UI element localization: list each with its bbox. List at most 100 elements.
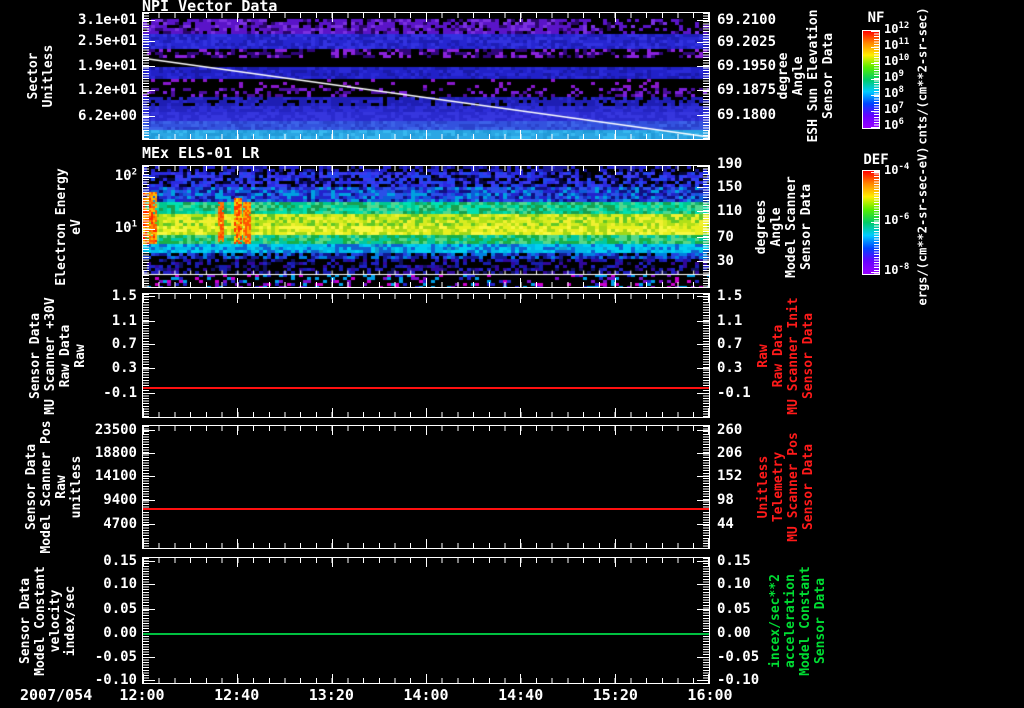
exponent: 11 [898, 37, 910, 47]
x-axis-major-tick [520, 130, 521, 139]
y-axis-major-tick [143, 609, 155, 610]
y-axis-major-tick [143, 66, 155, 67]
y-axis-major-tick [697, 261, 709, 262]
x-axis-major-tick [237, 278, 238, 287]
colorbar-major-tick [871, 111, 879, 112]
x-axis-major-tick [143, 408, 144, 417]
panel-els [142, 165, 710, 288]
y-axis-minor-ticks-right [703, 426, 709, 548]
scanpos-y2-tick-label: 206 [717, 445, 743, 461]
x-tick-label: 16:00 [687, 686, 733, 704]
exponent: -4 [898, 162, 910, 172]
exponent: 9 [898, 69, 904, 79]
x-axis-major-tick [143, 130, 144, 139]
y-axis-minor-ticks-left [143, 426, 149, 548]
x-axis-major-tick [520, 294, 521, 303]
x-axis-major-tick [615, 674, 616, 683]
colorbar-nf-tick-label: 106 [884, 117, 904, 133]
npi-y-axis-label: Sector Unitless [26, 44, 56, 108]
x-axis-major-tick [520, 278, 521, 287]
x-axis-major-tick [615, 408, 616, 417]
mu30v-y2-tick-label: 0.7 [717, 336, 743, 352]
x-axis-major-tick [143, 278, 144, 287]
x-axis-major-tick [143, 294, 144, 303]
x-axis-major-tick [520, 408, 521, 417]
y-axis-minor-ticks-right [703, 166, 709, 287]
y-axis-major-tick [143, 344, 155, 345]
els-y2-tick-label: 190 [717, 156, 743, 172]
colorbar-def-title: DEF [863, 152, 889, 168]
modelconst-data-line [143, 633, 709, 635]
x-axis-major-tick [237, 539, 238, 548]
x-axis-major-tick [332, 426, 333, 435]
exponent: -6 [898, 212, 910, 222]
y-axis-major-tick [143, 20, 155, 21]
y-axis-major-tick [143, 368, 155, 369]
colorbar-major-tick [871, 31, 879, 32]
x-axis-major-tick [615, 426, 616, 435]
y-axis-major-tick [143, 430, 155, 431]
x-axis-major-tick [332, 674, 333, 683]
panel-mu30v [142, 293, 710, 418]
modelconst-y-tick-label: 0.00 [103, 625, 137, 641]
colorbar-major-tick [871, 272, 879, 273]
x-axis-major-tick [237, 558, 238, 567]
scanpos-y-tick-label: 4700 [103, 516, 137, 532]
y-axis-major-tick [697, 609, 709, 610]
modelconst-y-axis-label: Sensor Data Model Constant velocity inde… [18, 565, 78, 676]
x-axis-major-tick [237, 166, 238, 175]
y-axis-minor-ticks-right [703, 13, 709, 139]
modelconst-y-tick-label: 0.05 [103, 601, 137, 617]
colorbar-major-tick [871, 222, 879, 223]
els-y2-tick-label: 150 [717, 179, 743, 195]
colorbar-major-tick [871, 63, 879, 64]
date-label: 2007/054 [20, 686, 93, 704]
mu30v-y2-tick-label: 1.1 [717, 313, 743, 329]
mu30v-y-tick-label: -0.1 [103, 385, 137, 401]
npi-y-tick-label: 2.5e+01 [77, 33, 137, 49]
y-axis-minor-ticks-right [703, 294, 709, 417]
modelconst-y-tick-label: 0.10 [103, 576, 137, 592]
x-axis-major-tick [143, 674, 144, 683]
colorbar-nf-title: NF [867, 10, 885, 26]
x-axis-major-tick [332, 130, 333, 139]
y-axis-major-tick [143, 41, 155, 42]
scanpos-data-line [143, 508, 709, 510]
x-axis-major-tick [143, 166, 144, 175]
y-axis-major-tick [697, 524, 709, 525]
els-y2-tick-label: 70 [717, 229, 734, 245]
modelconst-y-tick-label: 0.15 [103, 553, 137, 569]
x-axis-major-tick [520, 426, 521, 435]
scanpos-y-tick-label: 18800 [94, 445, 137, 461]
x-axis-major-tick [708, 408, 709, 417]
x-axis-major-tick [143, 558, 144, 567]
x-axis-major-tick [615, 294, 616, 303]
mu30v-y2-tick-label: 0.3 [717, 360, 743, 376]
colorbar-def [862, 170, 880, 275]
y-axis-major-tick [697, 296, 709, 297]
y-axis-major-tick [143, 90, 155, 91]
x-axis-major-tick [426, 294, 427, 303]
colorbar-def-tick-label: 10-8 [884, 262, 910, 278]
colorbar-nf [862, 30, 880, 129]
x-axis-major-tick [237, 426, 238, 435]
y-axis-major-tick [697, 90, 709, 91]
y-axis-major-tick [697, 321, 709, 322]
scanpos-y2-axis-label: Unitless Telemetry MU Scanner Pos Sensor… [756, 432, 816, 542]
x-axis-major-tick [520, 674, 521, 683]
exponent: 7 [898, 101, 904, 111]
y-axis-major-tick [143, 561, 155, 562]
x-axis-major-tick [426, 130, 427, 139]
y-axis-minor-ticks-left [143, 166, 149, 287]
x-axis-major-tick [426, 166, 427, 175]
colorbar-nf-tick-label: 1012 [884, 21, 910, 37]
scanpos-y-axis-label: Sensor Data Model Scanner Pos Raw unitle… [24, 420, 84, 554]
y-axis-major-tick [697, 115, 709, 116]
modelconst-y2-tick-label: 0.10 [717, 576, 751, 592]
panel-npi-title: NPI Vector Data [142, 0, 278, 15]
x-axis-major-tick [708, 13, 709, 22]
npi-y-tick-label: 6.2e+00 [77, 108, 137, 124]
x-tick-label: 13:20 [308, 686, 354, 704]
y-axis-major-tick [143, 657, 155, 658]
y-axis-minor-ticks-left [143, 294, 149, 417]
